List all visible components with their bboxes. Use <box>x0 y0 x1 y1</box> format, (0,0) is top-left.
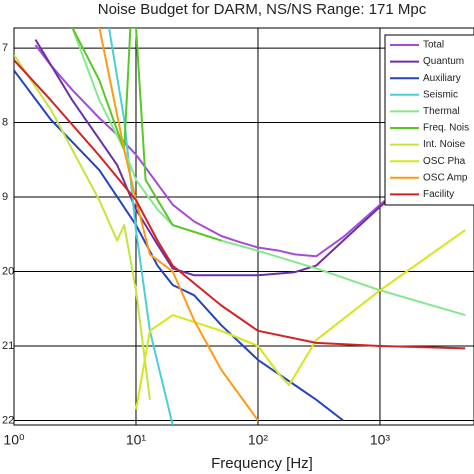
series-line <box>71 28 222 242</box>
series-line <box>98 28 259 422</box>
legend-label: Total <box>423 40 444 51</box>
legend-label: Int. Noise <box>423 139 466 150</box>
legend-label: OSC Pha <box>423 156 466 167</box>
legend-label: Freq. Nois <box>423 123 469 134</box>
legend-label: Seismic <box>423 89 458 100</box>
plot-lines <box>14 28 466 425</box>
y-tick-label: 22 <box>2 414 14 426</box>
y-tick-label: 21 <box>2 340 14 352</box>
x-axis-label: Frequency [Hz] <box>211 455 313 472</box>
legend-box <box>384 34 474 206</box>
x-tick-label: 10¹ <box>126 432 147 448</box>
x-tick-label: 10² <box>248 432 269 448</box>
x-tick-label: 10⁰ <box>3 432 25 448</box>
series-line <box>135 229 466 410</box>
legend: Total Quantum Auxiliary Seismic Thermal Freq.… <box>384 34 474 206</box>
legend-label: OSC Amp <box>423 172 468 183</box>
y-tick-label: 20 <box>2 265 14 277</box>
series-line <box>14 59 466 350</box>
y-tick-label: 9 <box>2 191 8 203</box>
series-line <box>14 54 151 400</box>
legend-label: Quantum <box>423 56 464 67</box>
series-line <box>34 39 466 277</box>
y-tick-label: 8 <box>2 116 8 128</box>
series-line <box>14 69 344 422</box>
legend-label: Auxiliary <box>423 73 461 84</box>
y-tick-label: 7 <box>2 42 8 54</box>
x-tick-label: 10³ <box>370 432 391 448</box>
chart-title: Noise Budget for DARM, NS/NS Range: 171 … <box>98 1 427 18</box>
legend-label: Facility <box>423 189 454 200</box>
legend-label: Thermal <box>423 106 460 117</box>
series-line <box>34 44 466 258</box>
series-line <box>108 28 174 425</box>
